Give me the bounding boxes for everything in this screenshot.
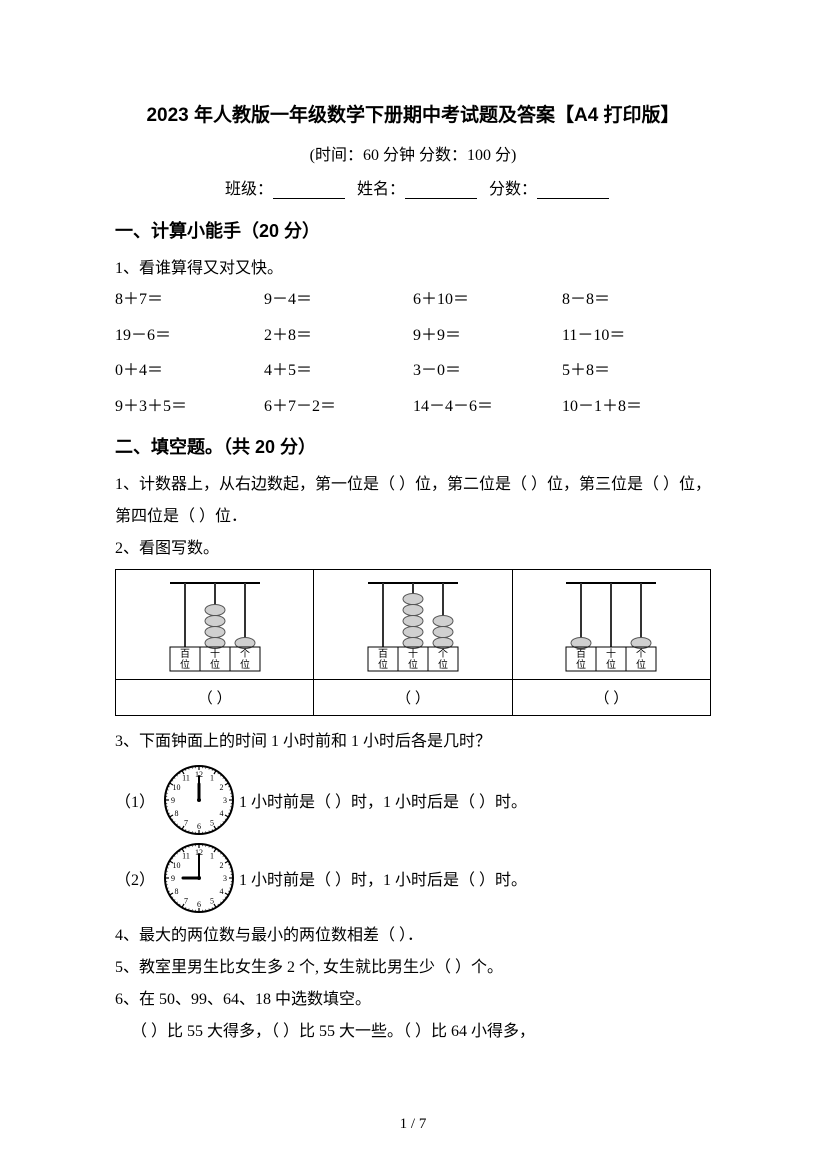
svg-text:1: 1 (210, 852, 214, 861)
calc-item: 9＋9＝ (413, 323, 562, 349)
s2-q6-line: （ ）比 55 大得多，（ ）比 55 大一些。（ ）比 64 小得多， (115, 1016, 711, 1048)
page-title: 2023 年人教版一年级数学下册期中考试题及答案【A4 打印版】 (115, 100, 711, 127)
calc-item: 9＋3＋5＝ (115, 394, 264, 420)
svg-text:个: 个 (636, 648, 646, 660)
abacus-answer-cell[interactable]: （ ） (314, 680, 512, 716)
name-label: 姓名： (357, 181, 405, 198)
s2-q5: 5、教室里男生比女生多 2 个, 女生就比男生少（ ）个。 (115, 952, 711, 984)
s2-q2-label: 2、看图写数。 (115, 533, 711, 565)
svg-text:6: 6 (197, 900, 201, 909)
svg-text:4: 4 (220, 887, 224, 896)
svg-text:位: 位 (378, 658, 388, 671)
calc-item: 0＋4＝ (115, 358, 264, 384)
svg-text:4: 4 (220, 809, 224, 818)
svg-text:百: 百 (180, 648, 190, 660)
svg-text:3: 3 (223, 874, 227, 883)
calc-item: 6＋7－2＝ (264, 394, 413, 420)
abacus-cell: 百位十位个位 (314, 570, 512, 680)
svg-text:个: 个 (438, 648, 448, 660)
s2-q1: 1、计数器上，从右边数起，第一位是（ ）位，第二位是（ ）位，第三位是（ ）位，… (115, 469, 711, 533)
svg-text:位: 位 (180, 658, 190, 671)
abacus-table: 百位十位个位百位十位个位百位十位个位 （ ）（ ）（ ） (115, 569, 711, 716)
calc-item: 14－4－6＝ (413, 394, 562, 420)
exam-meta: (时间：60 分钟 分数：100 分) (115, 141, 711, 165)
svg-text:个: 个 (240, 648, 250, 660)
calc-item: 6＋10＝ (413, 287, 562, 313)
svg-text:5: 5 (210, 819, 214, 828)
svg-text:1: 1 (210, 774, 214, 783)
abacus-cell: 百位十位个位 (512, 570, 710, 680)
svg-text:10: 10 (172, 861, 180, 870)
calc-item: 8＋7＝ (115, 287, 264, 313)
abacus-cell: 百位十位个位 (116, 570, 314, 680)
svg-text:位: 位 (438, 658, 448, 671)
abacus-answer-cell[interactable]: （ ） (116, 680, 314, 716)
name-blank[interactable] (405, 183, 477, 199)
s2-q6-label: 6、在 50、99、64、18 中选数填空。 (115, 984, 711, 1016)
abacus-icon: 百位十位个位 (343, 575, 483, 675)
svg-text:11: 11 (182, 774, 190, 783)
calc-item: 9－4＝ (264, 287, 413, 313)
abacus-answer-cell[interactable]: （ ） (512, 680, 710, 716)
svg-text:8: 8 (174, 887, 178, 896)
svg-text:3: 3 (223, 796, 227, 805)
svg-text:11: 11 (182, 852, 190, 861)
s1-q1-label: 1、看谁算得又对又快。 (115, 253, 711, 285)
svg-text:10: 10 (172, 783, 180, 792)
abacus-icon: 百位十位个位 (541, 575, 681, 675)
clock-icon: 123456789101112 (163, 842, 235, 914)
svg-text:位: 位 (408, 658, 418, 671)
calc-item: 19－6＝ (115, 323, 264, 349)
svg-text:7: 7 (184, 897, 188, 906)
svg-text:十: 十 (408, 647, 418, 660)
svg-text:2: 2 (220, 783, 224, 792)
calc-grid: 8＋7＝9－4＝6＋10＝8－8＝ 19－6＝2＋8＝9＋9＝11－10＝ 0＋4＝… (115, 287, 711, 419)
svg-text:位: 位 (636, 658, 646, 671)
svg-text:位: 位 (210, 658, 220, 671)
s2-q3-label: 3、下面钟面上的时间 1 小时前和 1 小时后各是几时？ (115, 726, 711, 758)
clock-item-text: 1 小时前是（ ）时，1 小时后是（ ）时。 (239, 866, 527, 890)
clock-item-text: 1 小时前是（ ）时，1 小时后是（ ）时。 (239, 788, 527, 812)
student-info-line: 班级： 姓名： 分数： (115, 175, 711, 199)
svg-text:9: 9 (171, 796, 175, 805)
s2-q4: 4、最大的两位数与最小的两位数相差（ ）． (115, 920, 711, 952)
svg-text:百: 百 (378, 648, 388, 660)
svg-text:8: 8 (174, 809, 178, 818)
section1-header: 一、计算小能手（20 分） (115, 217, 711, 243)
calc-item: 2＋8＝ (264, 323, 413, 349)
svg-text:十: 十 (606, 647, 616, 660)
svg-text:十: 十 (210, 647, 220, 660)
clock-item-number: （1） (115, 788, 155, 812)
svg-text:2: 2 (220, 861, 224, 870)
page-footer: 1 / 7 (0, 1116, 826, 1133)
svg-text:位: 位 (576, 658, 586, 671)
score-label: 分数： (489, 181, 537, 198)
clock-icon: 123456789101112 (163, 764, 235, 836)
calc-item: 8－8＝ (562, 287, 711, 313)
clock-container: （1）1234567891011121 小时前是（ ）时，1 小时后是（ ）时。… (115, 764, 711, 914)
svg-text:5: 5 (210, 897, 214, 906)
clock-question-row: （1）1234567891011121 小时前是（ ）时，1 小时后是（ ）时。 (115, 764, 711, 836)
class-label: 班级： (225, 181, 273, 198)
svg-text:位: 位 (606, 658, 616, 671)
calc-item: 11－10＝ (562, 323, 711, 349)
section2-header: 二、填空题。（共 20 分） (115, 433, 711, 459)
class-blank[interactable] (273, 183, 345, 199)
calc-item: 3－0＝ (413, 358, 562, 384)
score-blank[interactable] (537, 183, 609, 199)
calc-item: 10－1＋8＝ (562, 394, 711, 420)
calc-item: 4＋5＝ (264, 358, 413, 384)
svg-text:9: 9 (171, 874, 175, 883)
svg-text:7: 7 (184, 819, 188, 828)
svg-text:位: 位 (240, 658, 250, 671)
clock-item-number: （2） (115, 866, 155, 890)
abacus-icon: 百位十位个位 (145, 575, 285, 675)
clock-question-row: （2）1234567891011121 小时前是（ ）时，1 小时后是（ ）时。 (115, 842, 711, 914)
svg-text:百: 百 (576, 648, 586, 660)
calc-item: 5＋8＝ (562, 358, 711, 384)
svg-text:6: 6 (197, 822, 201, 831)
